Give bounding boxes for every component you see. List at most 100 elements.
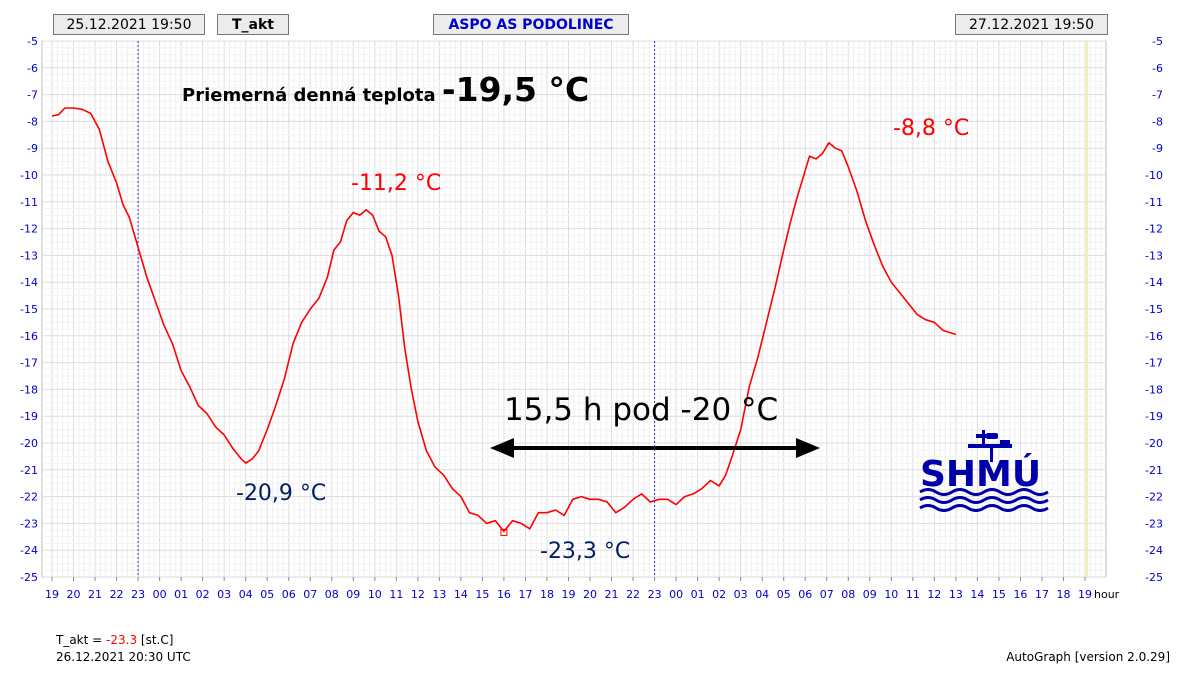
x-tick-label: 01 <box>174 588 188 601</box>
x-tick-label: 02 <box>196 588 210 601</box>
y-tick-label-right: -20 <box>1145 437 1163 450</box>
x-tick-label: 12 <box>927 588 941 601</box>
x-tick-label: 17 <box>1035 588 1049 601</box>
x-tick-label: 19 <box>45 588 59 601</box>
y-tick-label-left: -15 <box>20 303 38 316</box>
x-tick-label: 09 <box>346 588 360 601</box>
y-tick-label-right: -6 <box>1152 62 1163 75</box>
x-tick-label: 01 <box>691 588 705 601</box>
version-label: AutoGraph [version 2.0.29] <box>1006 650 1170 664</box>
x-tick-label: 00 <box>669 588 683 601</box>
variable-box: T_akt <box>217 14 289 35</box>
average-label: Priemerná denná teplota <box>182 85 442 106</box>
max1-annotation: -11,2 °C <box>351 171 441 196</box>
x-tick-label: 14 <box>454 588 468 601</box>
x-tick-label: 02 <box>712 588 726 601</box>
x-tick-label: 23 <box>131 588 145 601</box>
y-tick-label-right: -11 <box>1145 196 1163 209</box>
average-value: -19,5 °C <box>442 70 589 109</box>
x-tick-label: 15 <box>992 588 1006 601</box>
x-tick-label: 09 <box>863 588 877 601</box>
y-tick-label-right: -24 <box>1145 544 1163 557</box>
x-tick-label: 17 <box>518 588 532 601</box>
x-tick-label: 05 <box>260 588 274 601</box>
current-value: -23.3 <box>106 633 138 647</box>
y-tick-label-right: -10 <box>1145 169 1163 182</box>
x-tick-label: 07 <box>303 588 317 601</box>
y-tick-label-left: -5 <box>27 35 38 48</box>
x-tick-label: 18 <box>540 588 554 601</box>
y-tick-label-right: -7 <box>1152 89 1163 102</box>
x-tick-label: 08 <box>841 588 855 601</box>
y-tick-label-left: -20 <box>20 437 38 450</box>
y-tick-label-left: -19 <box>20 410 38 423</box>
x-tick-label: 21 <box>88 588 102 601</box>
x-tick-label: 13 <box>949 588 963 601</box>
y-tick-label-left: -11 <box>20 196 38 209</box>
x-tick-label: 20 <box>67 588 81 601</box>
y-tick-label-right: -9 <box>1152 142 1163 155</box>
start-time-box: 25.12.2021 19:50 <box>53 14 205 35</box>
shmu-logo: SHMÚ <box>919 430 1049 512</box>
average-temperature-annotation: Priemerná denná teplota -19,5 °C <box>182 70 589 109</box>
y-tick-label-right: -18 <box>1145 383 1163 396</box>
y-tick-label-right: -17 <box>1145 357 1163 370</box>
x-tick-label: 19 <box>562 588 576 601</box>
series-layer <box>51 107 957 536</box>
y-tick-label-left: -16 <box>20 330 38 343</box>
y-tick-label-left: -13 <box>20 249 38 262</box>
variable-label: T_akt = <box>56 633 107 647</box>
y-tick-label-left: -23 <box>20 517 38 530</box>
duration-annotation: 15,5 h pod -20 °C <box>504 392 778 428</box>
duration-arrow <box>490 438 820 458</box>
logo-lettering: SHMÚ <box>920 453 1041 495</box>
y-tick-label-left: -6 <box>27 62 38 75</box>
x-tick-label: 13 <box>432 588 446 601</box>
x-tick-label: 16 <box>497 588 511 601</box>
y-tick-label-right: -5 <box>1152 35 1163 48</box>
x-tick-label: 22 <box>626 588 640 601</box>
x-tick-label: 10 <box>884 588 898 601</box>
y-tick-label-left: -8 <box>27 115 38 128</box>
x-tick-label: 08 <box>325 588 339 601</box>
y-tick-label-left: -17 <box>20 357 38 370</box>
y-tick-label-left: -12 <box>20 223 38 236</box>
temperature-series-line <box>51 107 957 533</box>
x-tick-label: 04 <box>755 588 769 601</box>
y-tick-label-left: -21 <box>20 464 38 477</box>
x-unit-label: hour <box>1094 588 1120 601</box>
y-tick-label-left: -14 <box>20 276 38 289</box>
chart-grid <box>41 40 1107 578</box>
x-tick-label: 04 <box>239 588 253 601</box>
y-tick-label-left: -22 <box>20 491 38 504</box>
station-title: ASPO AS PODOLINEC <box>433 14 629 35</box>
y-tick-label-left: -10 <box>20 169 38 182</box>
y-tick-label-right: -15 <box>1145 303 1163 316</box>
y-tick-label-right: -19 <box>1145 410 1163 423</box>
y-axis-left: -5 -6 -7 -8 -9 -10 -11 -12 -13 -14 -15 -16 -17 -18 -19… <box>20 35 38 584</box>
x-tick-label: 14 <box>970 588 984 601</box>
y-tick-label-left: -9 <box>27 142 38 155</box>
x-tick-label: 15 <box>475 588 489 601</box>
max2-annotation: -8,8 °C <box>893 116 969 141</box>
min2-annotation: -23,3 °C <box>540 539 630 564</box>
x-tick-label: 05 <box>777 588 791 601</box>
x-tick-label: 18 <box>1056 588 1070 601</box>
x-tick-label: 21 <box>605 588 619 601</box>
y-tick-label-left: -24 <box>20 544 38 557</box>
x-tick-label: 00 <box>153 588 167 601</box>
min1-annotation: -20,9 °C <box>236 481 326 506</box>
end-time-box: 27.12.2021 19:50 <box>955 14 1108 35</box>
y-tick-label-right: -23 <box>1145 517 1163 530</box>
y-tick-label-left: -18 <box>20 383 38 396</box>
x-tick-label: 11 <box>389 588 403 601</box>
y-tick-label-right: -22 <box>1145 491 1163 504</box>
y-tick-label-right: -14 <box>1145 276 1163 289</box>
x-tick-label: 03 <box>734 588 748 601</box>
minimum-marker <box>500 528 508 536</box>
x-tick-label: 06 <box>798 588 812 601</box>
x-tick-label: 12 <box>411 588 425 601</box>
y-tick-label-right: -16 <box>1145 330 1163 343</box>
x-tick-label: 23 <box>648 588 662 601</box>
